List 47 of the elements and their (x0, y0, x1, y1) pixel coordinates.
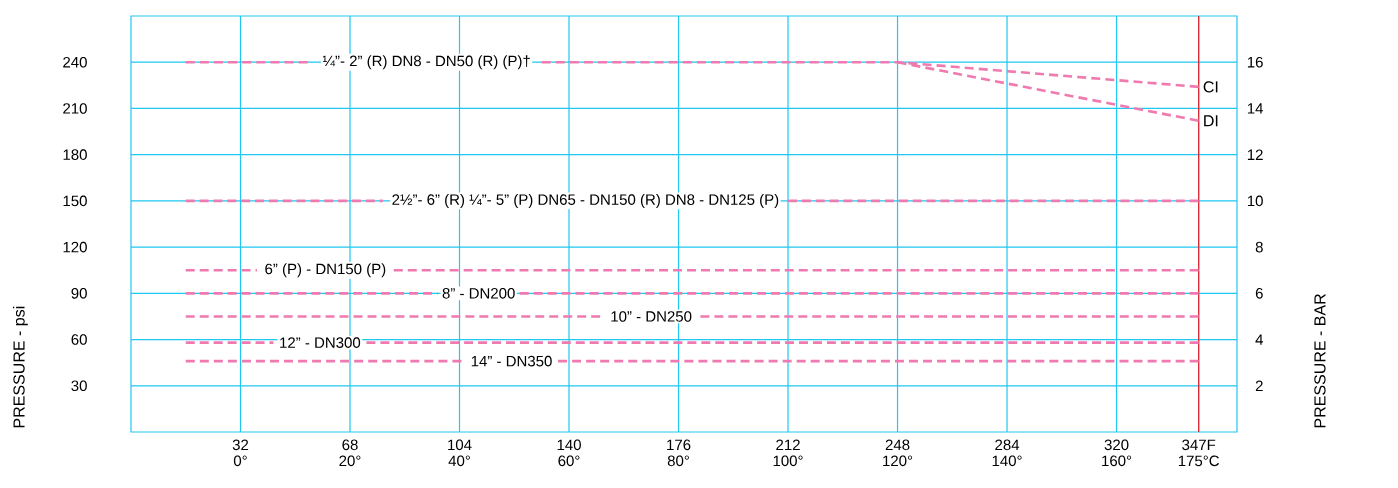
y-tick-label: 210 (63, 103, 87, 114)
y-tick-label: 90 (71, 288, 87, 299)
y2-tick-label: 4 (1255, 334, 1264, 345)
x2-tick-label: 320 (1104, 439, 1129, 451)
x2-tick-label: 176 (667, 439, 691, 451)
x-tick-label: 160° (1102, 455, 1132, 467)
x-tick-label: 80° (667, 455, 689, 467)
y-axis-title: PRESSURE - psi (12, 306, 28, 428)
x-tick-label: 0° (233, 455, 247, 467)
series-label: 12” - DN300 (280, 337, 361, 348)
x2-tick-label: 104 (448, 439, 472, 451)
x2-tick-label: 284 (995, 439, 1020, 451)
x-tick-label: 20° (339, 455, 361, 467)
annotation: CI (1203, 81, 1218, 93)
y2-tick-label: 16 (1247, 56, 1263, 68)
y2-axis-title: PRESSURE - BAR (1314, 294, 1326, 428)
x-tick-label: 40° (448, 455, 470, 467)
series-label: 10” - DN250 (611, 311, 692, 322)
series-label: 14” - DN350 (471, 355, 552, 367)
x2-tick-label: 212 (776, 439, 800, 451)
series-label: ¼”- 2” (R) DN8 - DN50 (R) (P)† (322, 55, 530, 70)
x-tick-label: 60° (558, 455, 580, 467)
x2-tick-label: 347F (1182, 439, 1216, 451)
x2-tick-label: 248 (885, 439, 910, 451)
y2-tick-label: 14 (1247, 103, 1264, 114)
x-tick-label: 100° (773, 455, 803, 467)
y2-tick-label: 6 (1255, 288, 1263, 299)
y2-tick-label: 2 (1255, 380, 1263, 392)
y-tick-label: 180 (63, 149, 87, 160)
x-tick-label: 140° (992, 455, 1022, 467)
y2-tick-label: 8 (1255, 241, 1263, 253)
x2-tick-label: 32 (232, 439, 249, 451)
y-tick-label: 150 (63, 195, 87, 207)
x-tick-label: 120° (883, 455, 913, 467)
series-label: 6” (P) - DN150 (P) (265, 263, 386, 278)
x-tick-label: 175°C (1178, 455, 1220, 467)
y-tick-label: 60 (71, 334, 87, 345)
x2-tick-label: 140 (557, 439, 581, 451)
y-tick-label: 30 (71, 380, 87, 392)
series-label: 8” - DN200 (442, 288, 515, 299)
y2-tick-label: 12 (1247, 149, 1263, 160)
y-tick-label: 240 (63, 56, 87, 68)
series-label: DI (1204, 115, 1218, 127)
y-tick-label: 120 (63, 241, 87, 253)
y2-tick-label: 10 (1247, 195, 1263, 207)
series-label: 2½”- 6” (R) ¼”- 5” (P) DN65 - DN150 (R) DN8 - DN125 (P) (392, 193, 779, 208)
x2-tick-label: 68 (342, 439, 358, 451)
